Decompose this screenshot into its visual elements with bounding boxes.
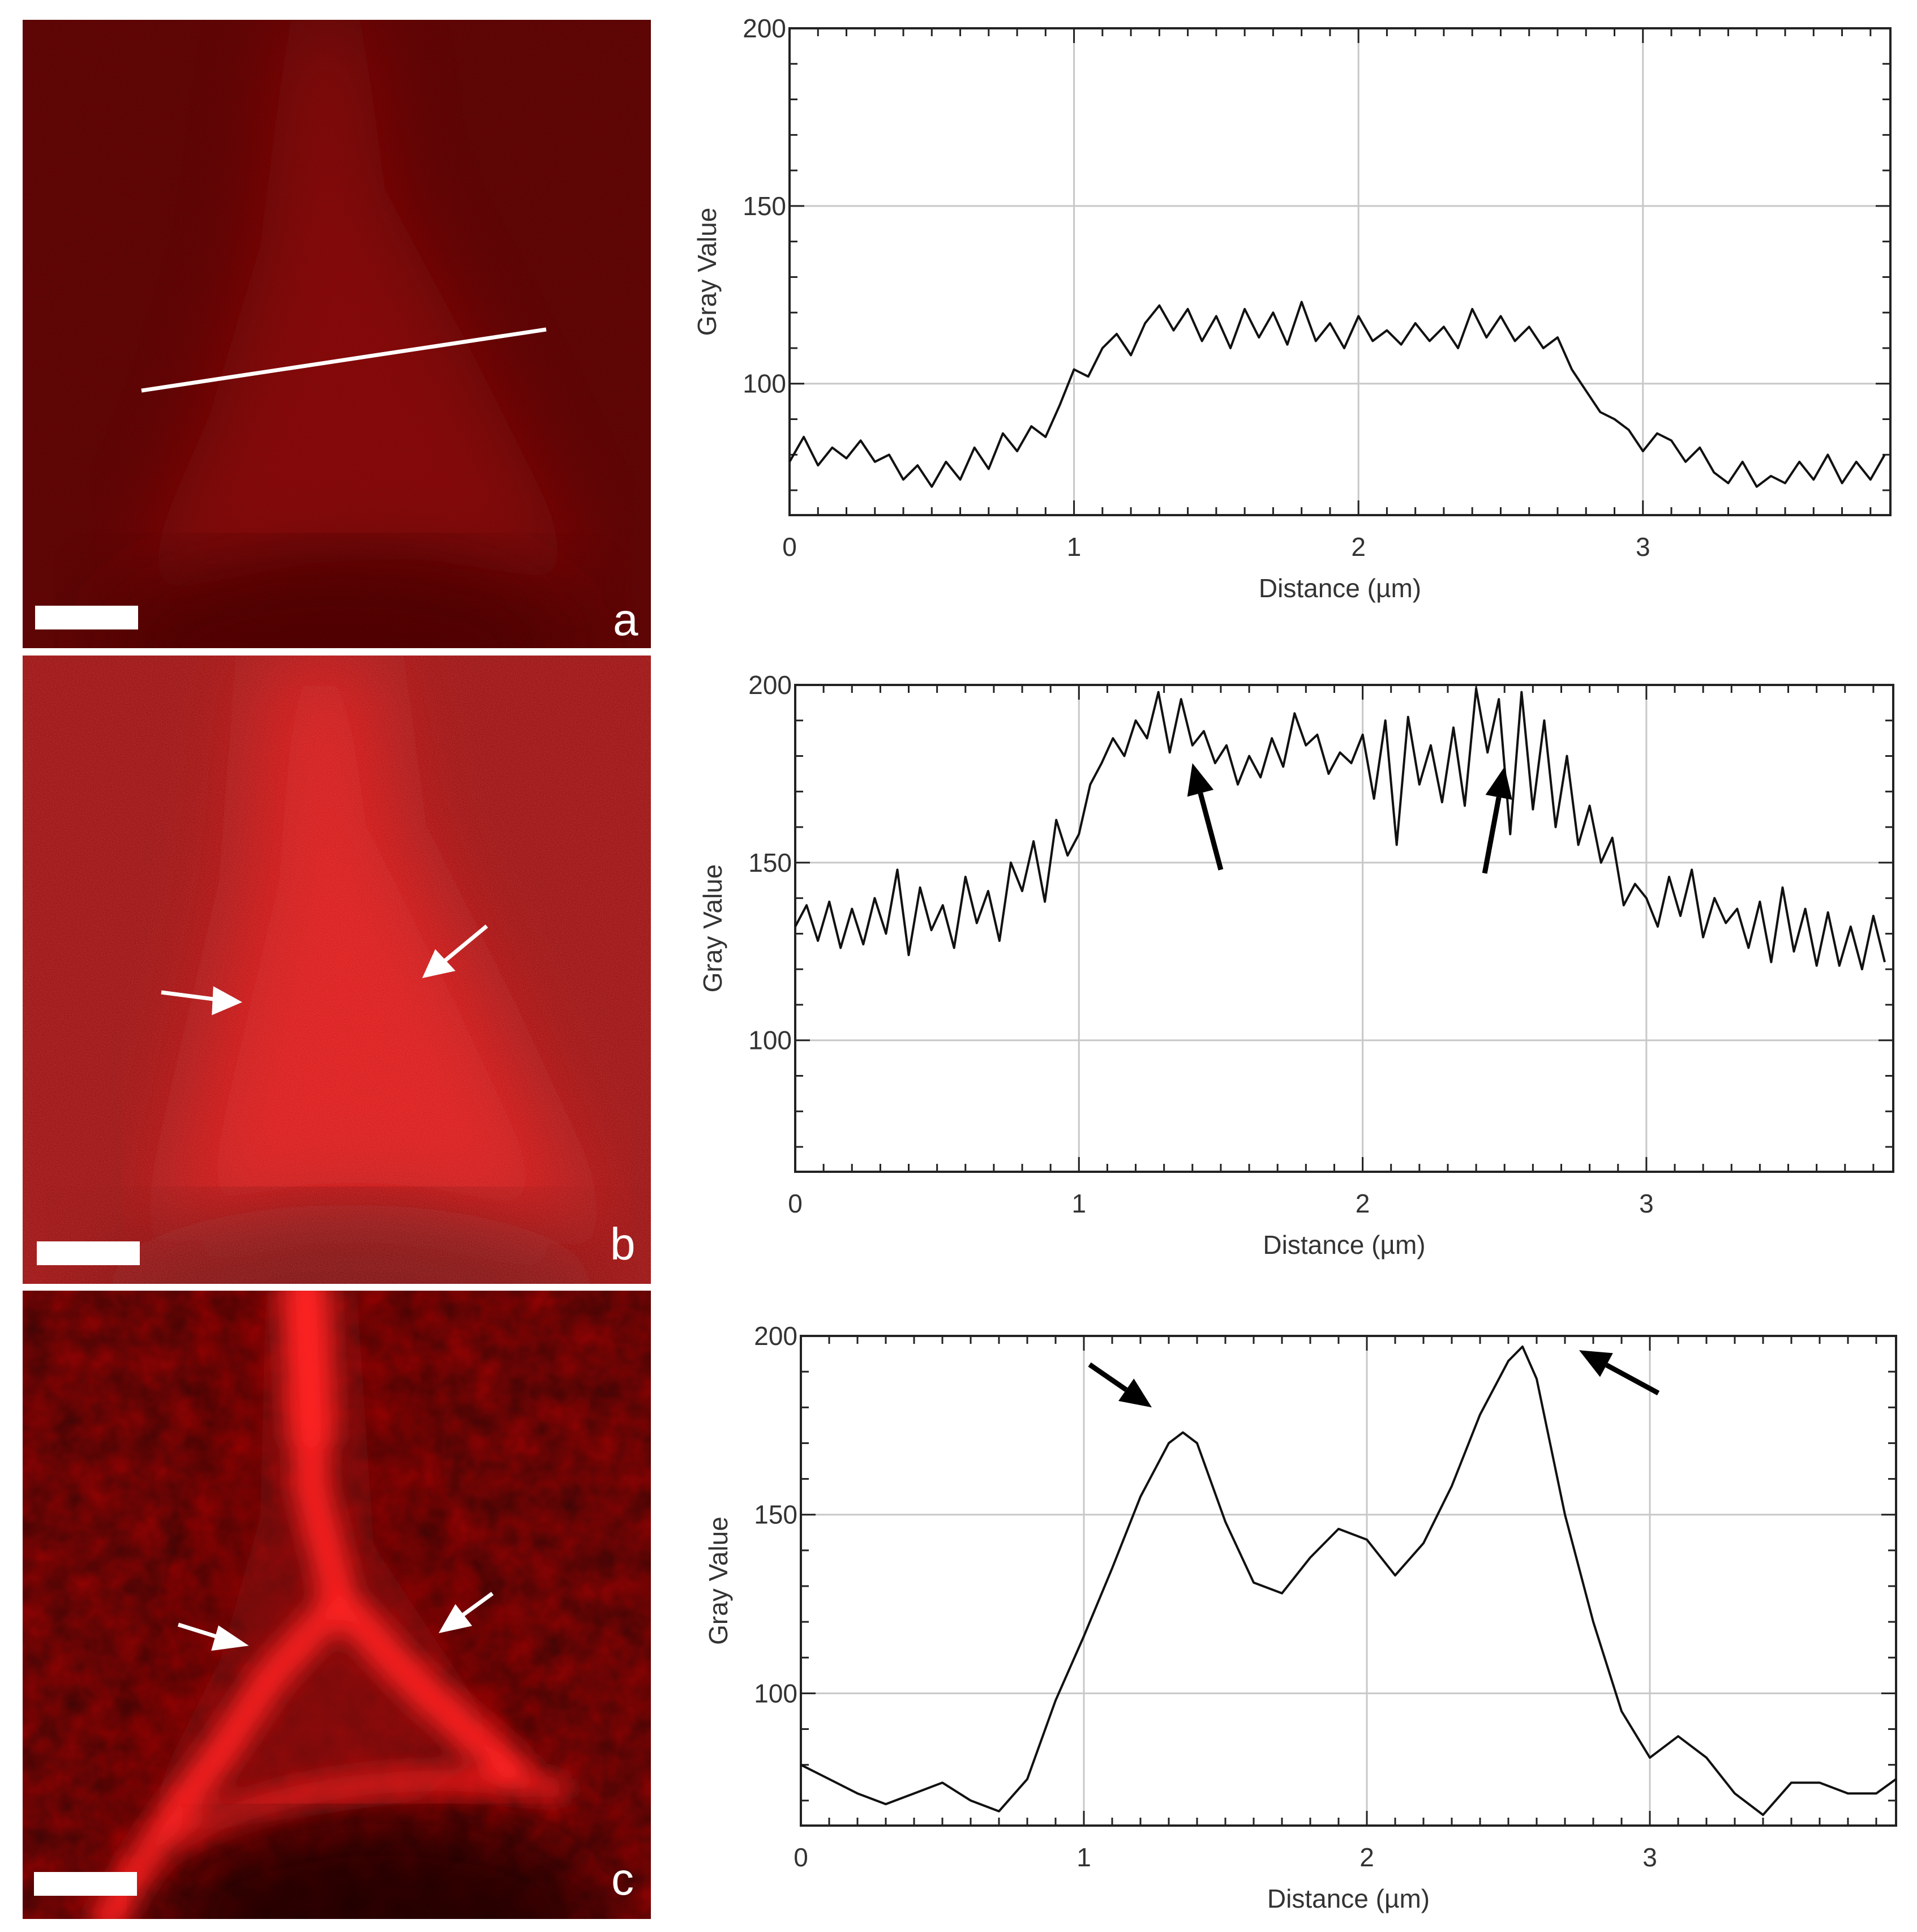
y-tick-label: 100	[743, 369, 786, 399]
line-chart-a: 0 1 2 3 100 150 200 Distance (µm) Gray Value	[668, 11, 1902, 634]
annotation-arrow-head	[1118, 1378, 1152, 1408]
arrow-left-head	[211, 1625, 249, 1651]
annotation-arrow-head	[1579, 1350, 1613, 1377]
x-tick-label: 0	[794, 1843, 808, 1872]
scale-bar	[35, 606, 138, 629]
y-axis-label: Gray Value	[704, 1517, 733, 1645]
micrograph-b: b	[23, 656, 651, 1284]
series-line	[788, 301, 1886, 488]
plot-frame	[794, 684, 1894, 1173]
annotation-arrow	[1482, 796, 1502, 874]
annotation-arrow	[1198, 792, 1224, 871]
annotation-arrow	[1088, 1362, 1128, 1392]
y-tick-label: 200	[743, 14, 786, 43]
line-chart-b-svg: 0 1 2 3 100 150 200 Distance (µm) Gray Value	[698, 670, 1894, 1260]
y-tick-label: 200	[748, 670, 792, 700]
x-tick-label: 3	[1639, 1189, 1654, 1218]
series-line	[794, 687, 1886, 971]
arrow-right	[460, 1592, 494, 1618]
x-axis-label: Distance (µm)	[1263, 1230, 1425, 1260]
y-tick-label: 200	[754, 1321, 797, 1351]
panel-label: b	[610, 1219, 636, 1269]
y-tick-label: 150	[748, 848, 792, 877]
plot-frame	[800, 1335, 1897, 1827]
y-tick-label: 150	[754, 1500, 797, 1530]
arrow-right	[443, 924, 488, 963]
micrograph-c: c	[23, 1291, 651, 1919]
y-axis-label: Gray Value	[698, 864, 727, 993]
y-axis-label: Gray Value	[692, 208, 722, 336]
micrograph-a: a	[23, 20, 651, 648]
profile-line	[141, 327, 547, 393]
plot-frame	[788, 27, 1892, 516]
x-axis-label: Distance (µm)	[1267, 1884, 1430, 1913]
annotation-arrow-head	[1485, 766, 1512, 800]
micrograph-a-image	[23, 20, 651, 648]
scale-bar	[37, 1241, 140, 1265]
x-axis-label: Distance (µm)	[1259, 573, 1421, 603]
x-tick-label: 2	[1356, 1189, 1370, 1218]
x-tick-label: 3	[1636, 532, 1650, 562]
x-tick-label: 0	[788, 1189, 803, 1218]
micrograph-b-image	[23, 656, 651, 1284]
arrow-left-head	[212, 986, 242, 1016]
y-tick-label: 100	[754, 1678, 797, 1708]
panel-label: a	[613, 594, 638, 645]
micrograph-c-image	[23, 1291, 651, 1919]
x-tick-label: 1	[1071, 1189, 1086, 1218]
x-tick-label: 1	[1067, 532, 1082, 562]
x-tick-label: 3	[1642, 1843, 1657, 1872]
arrow-right-head	[422, 949, 456, 978]
x-tick-label: 2	[1351, 532, 1366, 562]
line-chart-c: 0 1 2 3 100 150 200 Distance (µm) Gray Value	[668, 1319, 1902, 1932]
x-tick-label: 0	[782, 532, 797, 562]
line-chart-b: 0 1 2 3 100 150 200 Distance (µm) Gray Value	[668, 665, 1902, 1288]
scale-bar	[34, 1872, 137, 1896]
annotation-arrow	[1605, 1363, 1660, 1395]
arrow-left	[161, 990, 218, 1002]
line-chart-a-svg: 0 1 2 3 100 150 200 Distance (µm) Gray Value	[692, 14, 1892, 603]
series-line	[800, 1345, 1897, 1817]
y-tick-label: 100	[748, 1026, 792, 1055]
arrow-right-head	[439, 1604, 473, 1634]
line-chart-c-svg: 0 1 2 3 100 150 200 Distance (µm) Gray Value	[704, 1321, 1897, 1913]
y-tick-label: 150	[743, 191, 786, 221]
x-tick-label: 2	[1360, 1843, 1374, 1872]
annotation-arrow-head	[1187, 763, 1214, 797]
panel-label: c	[611, 1854, 634, 1904]
x-tick-label: 1	[1077, 1843, 1091, 1872]
